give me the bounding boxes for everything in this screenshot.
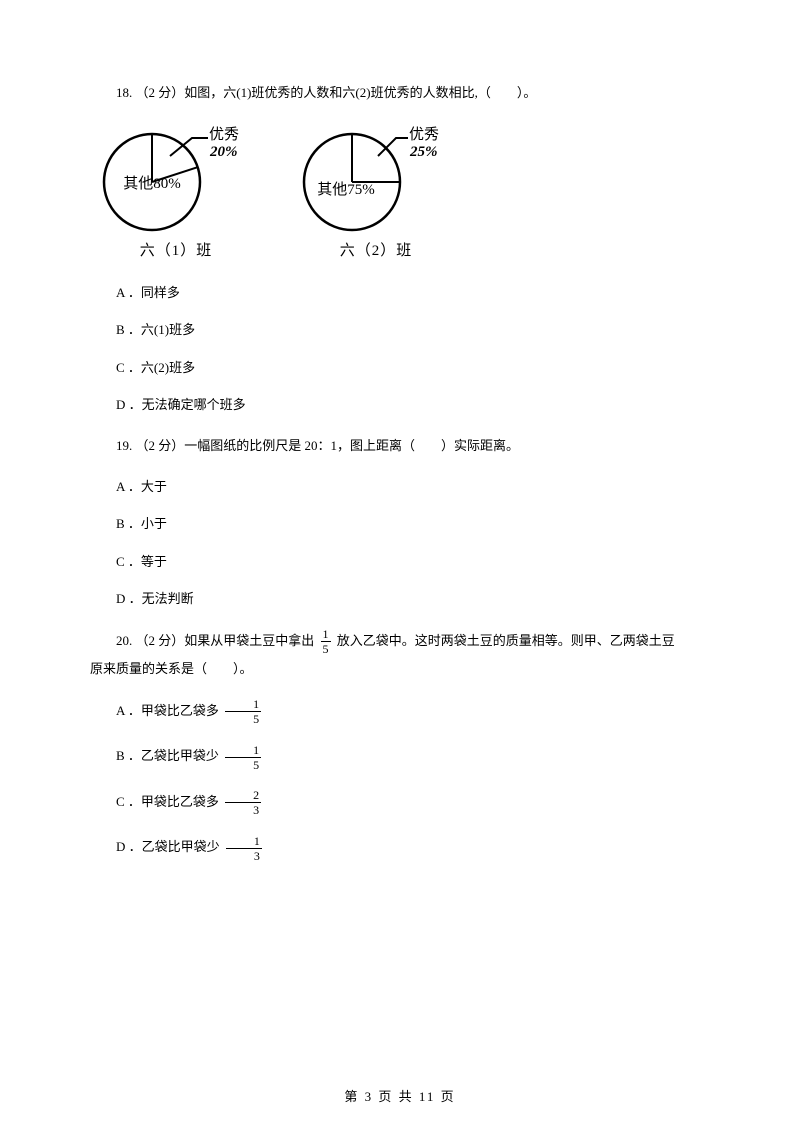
pie2-callout-label: 优秀: [409, 126, 439, 143]
pie2-svg: 优秀 25% 其他75%: [296, 124, 456, 234]
pie1-callout-label: 优秀: [209, 126, 239, 143]
question-19: 19. （2 分）一幅图纸的比例尺是 20：1，图上距离（ ）实际距离。 A ．…: [90, 433, 710, 609]
pie1-caption: 六（1）班: [140, 240, 213, 263]
q18-text: 18. （2 分）如图，六(1)班优秀的人数和六(2)班优秀的人数相比,（ ）。: [90, 80, 710, 106]
q19-option-d: D ．无法判断: [90, 589, 710, 609]
pie2-callout-pct: 25%: [409, 144, 438, 160]
q20-frac: 15: [321, 628, 331, 655]
q18-option-c: C ．六(2)班多: [90, 358, 710, 378]
q20-text: 20. （2 分）如果从甲袋土豆中拿出 15 放入乙袋中。这时两袋土豆的质量相等…: [90, 627, 710, 684]
q20-option-b: B ．乙袋比甲袋少 15: [90, 743, 710, 771]
q20-pre: 20. （2 分）如果从甲袋土豆中拿出: [116, 633, 318, 648]
frac-c: 23: [225, 789, 261, 816]
pie2-caption: 六（2）班: [340, 240, 413, 263]
q20-post: 放入乙袋中。这时两袋土豆的质量相等。则甲、乙两袋土豆: [334, 633, 675, 648]
pie-chart-class1: 优秀 20% 其他80% 六（1）班: [96, 124, 256, 263]
frac-b: 15: [225, 744, 261, 771]
q20-line2: 原来质量的关系是（ ）。: [90, 661, 253, 676]
q18-option-d: D ．无法确定哪个班多: [90, 395, 710, 415]
q20-option-c: C ．甲袋比乙袋多 23: [90, 789, 710, 817]
pie2-center-label: 其他75%: [317, 181, 375, 198]
q20-option-d: D ．乙袋比甲袋少 13: [90, 834, 710, 862]
pie1-center-label: 其他80%: [123, 175, 181, 192]
q18-option-a: A ．同样多: [90, 283, 710, 303]
page-footer: 第 3 页 共 11 页: [0, 1087, 800, 1107]
q19-text: 19. （2 分）一幅图纸的比例尺是 20：1，图上距离（ ）实际距离。: [90, 433, 710, 459]
frac-d: 13: [226, 835, 262, 862]
q18-option-b: B ．六(1)班多: [90, 320, 710, 340]
question-20: 20. （2 分）如果从甲袋土豆中拿出 15 放入乙袋中。这时两袋土豆的质量相等…: [90, 627, 710, 862]
q19-option-a: A ．大于: [90, 477, 710, 497]
pie-chart-class2: 优秀 25% 其他75% 六（2）班: [296, 124, 456, 263]
q19-option-b: B ．小于: [90, 514, 710, 534]
q19-option-c: C ．等于: [90, 552, 710, 572]
pie1-callout-pct: 20%: [209, 144, 238, 160]
q20-option-a: A ．甲袋比乙袋多 15: [90, 698, 710, 726]
frac-a: 15: [225, 698, 261, 725]
q18-charts: 优秀 20% 其他80% 六（1）班 优秀 25% 其他75% 六（2）班: [96, 124, 710, 263]
pie1-svg: 优秀 20% 其他80%: [96, 124, 256, 234]
question-18: 18. （2 分）如图，六(1)班优秀的人数和六(2)班优秀的人数相比,（ ）。…: [90, 80, 710, 415]
